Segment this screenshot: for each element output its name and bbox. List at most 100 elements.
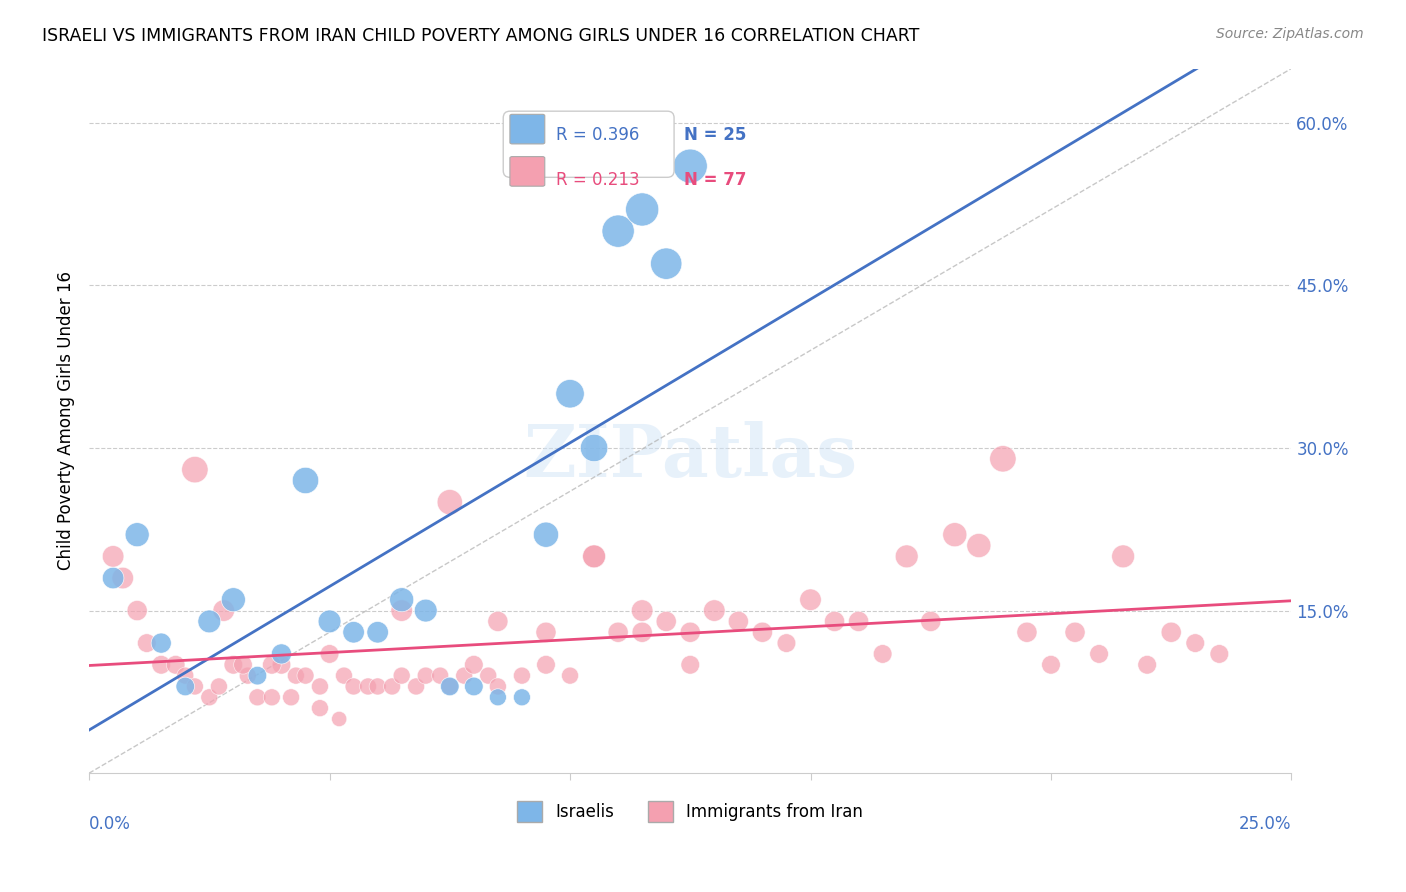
- Point: [896, 549, 918, 564]
- Point: [135, 636, 157, 650]
- Point: [967, 539, 990, 553]
- Point: [1136, 657, 1159, 672]
- Point: [655, 615, 678, 629]
- Point: [294, 668, 316, 682]
- Point: [280, 690, 302, 705]
- Text: Source: ZipAtlas.com: Source: ZipAtlas.com: [1216, 27, 1364, 41]
- Point: [872, 647, 894, 661]
- Point: [1039, 657, 1062, 672]
- Point: [463, 680, 485, 694]
- Point: [381, 680, 404, 694]
- Point: [534, 657, 557, 672]
- Point: [848, 615, 870, 629]
- Point: [184, 463, 207, 477]
- Point: [1088, 647, 1111, 661]
- Y-axis label: Child Poverty Among Girls Under 16: Child Poverty Among Girls Under 16: [58, 271, 75, 570]
- Point: [679, 657, 702, 672]
- Point: [294, 474, 316, 488]
- Point: [198, 615, 221, 629]
- Text: N = 25: N = 25: [685, 127, 747, 145]
- Point: [453, 668, 475, 682]
- Point: [631, 202, 654, 217]
- Point: [415, 668, 437, 682]
- Point: [198, 690, 221, 705]
- Point: [342, 680, 364, 694]
- Point: [439, 680, 461, 694]
- Point: [463, 657, 485, 672]
- Point: [333, 668, 356, 682]
- Point: [101, 549, 124, 564]
- Point: [101, 571, 124, 585]
- Point: [127, 603, 149, 617]
- Point: [1160, 625, 1182, 640]
- Point: [367, 625, 389, 640]
- Text: R = 0.213: R = 0.213: [555, 170, 640, 189]
- Point: [367, 680, 389, 694]
- Point: [799, 592, 821, 607]
- Point: [222, 592, 245, 607]
- Point: [284, 668, 307, 682]
- Point: [150, 636, 173, 650]
- Text: 0.0%: 0.0%: [89, 815, 131, 833]
- Point: [607, 224, 630, 238]
- Point: [318, 647, 340, 661]
- Point: [246, 668, 269, 682]
- Point: [174, 680, 197, 694]
- Point: [260, 690, 283, 705]
- Point: [429, 668, 451, 682]
- Point: [943, 527, 966, 541]
- Point: [558, 668, 581, 682]
- Point: [309, 701, 332, 715]
- Point: [775, 636, 797, 650]
- Point: [309, 680, 332, 694]
- Point: [679, 159, 702, 173]
- Point: [184, 680, 207, 694]
- Point: [328, 712, 350, 726]
- Point: [1112, 549, 1135, 564]
- Point: [270, 647, 292, 661]
- Point: [727, 615, 749, 629]
- Text: ZIPatlas: ZIPatlas: [523, 421, 858, 491]
- Point: [439, 495, 461, 509]
- Text: R = 0.396: R = 0.396: [555, 127, 638, 145]
- Point: [270, 657, 292, 672]
- Point: [150, 657, 173, 672]
- Point: [1064, 625, 1087, 640]
- Point: [391, 668, 413, 682]
- Point: [1015, 625, 1038, 640]
- Point: [991, 451, 1014, 466]
- Point: [583, 549, 606, 564]
- Point: [510, 668, 533, 682]
- Text: 25.0%: 25.0%: [1239, 815, 1292, 833]
- Point: [357, 680, 380, 694]
- Point: [260, 657, 283, 672]
- Point: [1184, 636, 1206, 650]
- FancyBboxPatch shape: [510, 157, 544, 186]
- Point: [391, 603, 413, 617]
- Point: [415, 603, 437, 617]
- Point: [439, 680, 461, 694]
- Point: [405, 680, 427, 694]
- Point: [534, 527, 557, 541]
- Point: [583, 549, 606, 564]
- Point: [703, 603, 725, 617]
- Point: [111, 571, 134, 585]
- Legend: Israelis, Immigrants from Iran: Israelis, Immigrants from Iran: [510, 795, 870, 829]
- Point: [631, 603, 654, 617]
- Point: [679, 625, 702, 640]
- Point: [824, 615, 846, 629]
- Text: N = 77: N = 77: [685, 170, 747, 189]
- Point: [510, 690, 533, 705]
- Point: [558, 386, 581, 401]
- Point: [127, 527, 149, 541]
- Point: [920, 615, 942, 629]
- Point: [486, 615, 509, 629]
- Point: [236, 668, 259, 682]
- Point: [534, 625, 557, 640]
- Point: [583, 441, 606, 455]
- Point: [222, 657, 245, 672]
- Point: [391, 592, 413, 607]
- Point: [486, 680, 509, 694]
- Point: [655, 257, 678, 271]
- Point: [1208, 647, 1230, 661]
